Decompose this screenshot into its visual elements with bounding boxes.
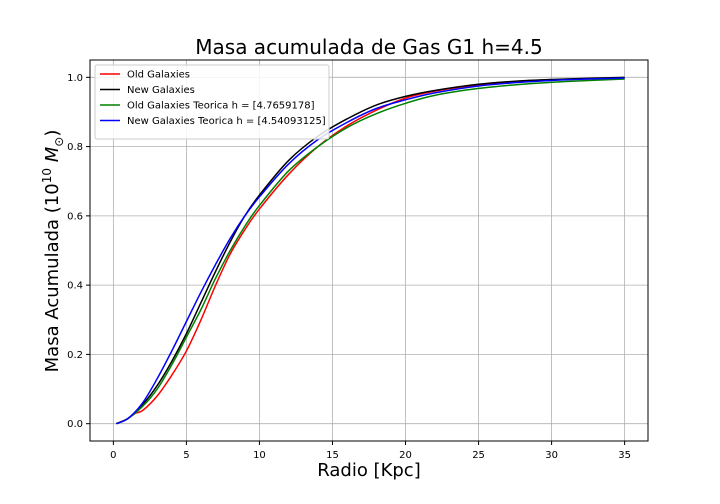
chart-title: Masa acumulada de Gas G1 h=4.5 [195, 35, 542, 59]
y-tick-label: 0.8 [67, 142, 83, 153]
legend: Old Galaxies New Galaxies Old Galaxies Teo… [94, 64, 330, 140]
y-axis-label-exponent: 10 [40, 168, 54, 183]
x-tick-label: 30 [545, 450, 558, 461]
x-axis-label: Radio [Kpc] [317, 460, 420, 481]
y-tick-label: 0.6 [67, 211, 83, 222]
legend-label: New Galaxies [127, 85, 195, 96]
legend-label: Old Galaxies [127, 70, 190, 81]
series-line-4 [115, 77, 625, 425]
x-tick-label: 20 [399, 450, 412, 461]
y-tick-label: 0.4 [67, 281, 83, 292]
y-tick-label: 0.0 [67, 419, 83, 430]
y-axis-label: Masa Acumulada (1010 M⊙) [40, 130, 66, 373]
y-axis-label-suffix: ) [42, 130, 63, 137]
legend-label: Old Galaxies Teorica h = [4.7659178] [127, 101, 315, 112]
x-tick-label: 15 [326, 450, 339, 461]
x-tick-label: 35 [618, 450, 631, 461]
x-tick-label: 25 [472, 450, 485, 461]
series-line-2 [115, 76, 625, 425]
y-axis: 0.0 0.2 0.4 0.6 0.8 1.0 [67, 73, 90, 430]
x-tick-label: 5 [183, 450, 189, 461]
x-axis: 0 5 10 15 20 25 30 35 [110, 441, 631, 461]
plot-frame [89, 59, 649, 442]
y-axis-label-subscript: ⊙ [52, 137, 66, 147]
legend-frame [94, 64, 330, 140]
y-tick-label: 0.2 [67, 350, 83, 361]
y-tick-label: 1.0 [67, 73, 83, 84]
series-line-3 [115, 78, 625, 425]
x-tick-label: 0 [110, 450, 116, 461]
legend-label: New Galaxies Teorica h = [4.54093125] [127, 116, 326, 127]
y-axis-label-unit: M [42, 146, 63, 162]
series-group [115, 76, 625, 425]
y-axis-label-prefix: Masa Acumulada (10 [42, 183, 63, 372]
x-tick-label: 10 [253, 450, 266, 461]
